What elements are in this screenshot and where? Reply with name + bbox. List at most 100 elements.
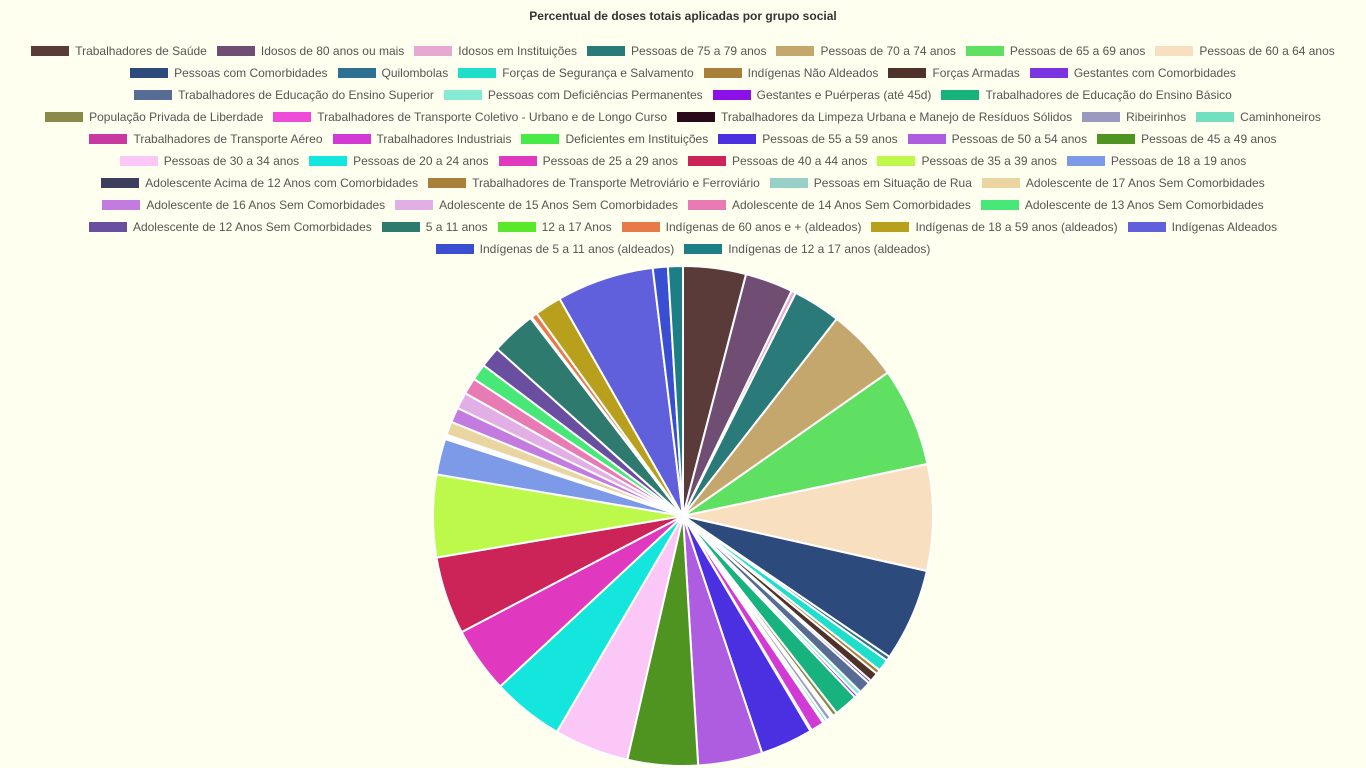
legend-label: Trabalhadores de Transporte Aéreo [133,132,323,146]
legend-item[interactable]: Trabalhadores da Limpeza Urbana e Manejo… [677,110,1072,124]
legend-item[interactable]: Pessoas de 50 a 54 anos [907,132,1088,146]
chart-legend: Trabalhadores de Saúde Idosos de 80 anos … [0,40,1366,260]
legend-swatch [587,46,626,56]
legend-item[interactable]: Pessoas de 45 a 49 anos [1097,132,1277,146]
legend-swatch [1155,46,1194,56]
legend-item[interactable]: Pessoas de 18 a 19 anos [1066,154,1246,168]
legend-label: Pessoas com Deficiências Permanentes [487,88,703,102]
legend-item[interactable]: Pessoas de 35 a 39 anos [877,154,1057,168]
legend-item[interactable]: População Privada de Liberdade [45,110,263,124]
legend-item[interactable]: Trabalhadores Industriais [332,132,512,146]
legend-label: Deficientes em Instituições [565,132,709,146]
legend-item[interactable]: Pessoas de 65 a 69 anos [965,44,1146,58]
legend-label: Adolescente Acima de 12 Anos com Comorbi… [145,176,419,190]
legend-row: População Privada de Liberdade Trabalhado… [0,106,1366,128]
legend-swatch [435,244,474,254]
legend-item[interactable]: Pessoas de 60 a 64 anos [1155,44,1335,58]
legend-swatch [981,178,1020,188]
pie-slice[interactable]: Indígenas de 12 a 17 anos (aldeados) [666,264,684,517]
legend-item[interactable]: Idosos em Instituições [414,44,577,58]
legend-item[interactable]: Forças de Segurança e Salvamento [458,66,694,80]
legend-swatch [497,222,536,232]
legend-label: Pessoas de 50 a 54 anos [951,132,1088,146]
legend-swatch [273,112,312,122]
legend-item[interactable]: Adolescente de 16 Anos Sem Comorbidades [102,198,385,212]
legend-item[interactable]: Pessoas de 70 a 74 anos [776,44,956,58]
legend-item[interactable]: 5 a 11 anos [381,220,488,234]
legend-swatch [428,178,467,188]
legend-swatch [45,112,84,122]
pie-slice[interactable]: Pessoas de 60 a 64 anos [682,462,934,573]
legend-item[interactable]: Indígenas de 12 a 17 anos (aldeados) [684,242,930,256]
legend-label: Trabalhadores Industriais [376,132,512,146]
legend-item[interactable]: Idosos de 80 anos ou mais [216,44,404,58]
legend-item[interactable]: Adolescente de 12 Anos Sem Comorbidades [88,220,372,234]
legend-item[interactable]: Pessoas de 40 a 44 anos [688,154,867,168]
legend-item[interactable]: Trabalhadores de Transporte Metroviário … [428,176,760,190]
legend-item[interactable]: Adolescente de 13 Anos Sem Comorbidades [980,198,1264,212]
legend-item[interactable]: 12 a 17 Anos [497,220,612,234]
legend-item[interactable]: Pessoas de 20 a 24 anos [309,154,489,168]
legend-label: Pessoas de 40 a 44 anos [732,154,868,168]
legend-item[interactable]: Adolescente de 17 Anos Sem Comorbidades [981,176,1265,190]
legend-item[interactable]: Caminhoneiros [1196,110,1321,124]
legend-item[interactable]: Pessoas de 55 a 59 anos [718,132,898,146]
legend-item[interactable]: Adolescente de 15 Anos Sem Comorbidades [395,198,678,212]
legend-swatch [332,134,371,144]
legend-swatch [89,134,128,144]
legend-item[interactable]: Pessoas de 25 a 29 anos [498,154,678,168]
legend-label: Pessoas de 30 a 34 anos [163,154,300,168]
legend-item[interactable]: Pessoas de 75 a 79 anos [587,44,766,58]
legend-item[interactable]: Indígenas de 60 anos e + (aldeados) [621,220,861,234]
legend-swatch [130,68,169,78]
legend-item[interactable]: Deficientes em Instituições [521,132,708,146]
legend-item[interactable]: Indígenas de 18 a 59 anos (aldeados) [871,220,1118,234]
legend-swatch [1066,156,1105,166]
legend-item[interactable]: Forças Armadas [888,66,1020,80]
legend-label: Indígenas de 12 a 17 anos (aldeados) [728,242,931,256]
legend-swatch [337,68,376,78]
legend-row: Trabalhadores de Saúde Idosos de 80 anos … [0,40,1366,62]
legend-item[interactable]: Trabalhadores de Saúde [31,44,207,58]
legend-item[interactable]: Indígenas de 5 a 11 anos (aldeados) [435,242,674,256]
legend-label: Pessoas com Comorbidades [174,66,328,80]
legend-label: Idosos em Instituições [458,44,578,58]
legend-item[interactable]: Gestantes e Puérperas (até 45d) [712,88,931,102]
legend-item[interactable]: Gestantes com Comorbidades [1029,66,1236,80]
legend-swatch [88,222,127,232]
legend-label: Pessoas de 45 a 49 anos [1141,132,1277,146]
legend-swatch [101,178,140,188]
legend-item[interactable]: Pessoas em Situação de Rua [769,176,972,190]
legend-label: Pessoas em Situação de Rua [813,176,972,190]
legend-swatch [718,134,757,144]
legend-label: Adolescente de 14 Anos Sem Comorbidades [732,198,971,212]
legend-label: Pessoas de 20 a 24 anos [353,154,489,168]
legend-item[interactable]: Pessoas de 30 a 34 anos [119,154,300,168]
legend-label: Pessoas de 65 a 69 anos [1009,44,1146,58]
legend-item[interactable]: Indígenas Aldeados [1127,220,1277,234]
legend-item[interactable]: Trabalhadores de Educação do Ensino Supe… [134,88,434,102]
legend-item[interactable]: Pessoas com Comorbidades [130,66,328,80]
legend-row: Trabalhadores de Transporte Aéreo Trabalh… [0,128,1366,150]
legend-swatch [1127,222,1166,232]
legend-swatch [907,134,946,144]
legend-label: Trabalhadores da Limpeza Urbana e Manejo… [721,110,1073,124]
legend-swatch [119,156,158,166]
legend-item[interactable]: Adolescente de 14 Anos Sem Comorbidades [688,198,971,212]
legend-swatch [381,222,420,232]
legend-item[interactable]: Trabalhadores de Transporte Aéreo [89,132,323,146]
legend-row: Trabalhadores de Educação do Ensino Supe… [0,84,1366,106]
legend-item[interactable]: Indígenas Não Aldeados [703,66,878,80]
legend-label: Gestantes com Comorbidades [1073,66,1236,80]
legend-label: Pessoas de 25 a 29 anos [542,154,678,168]
legend-item[interactable]: Trabalhadores de Educação do Ensino Bási… [941,88,1232,102]
legend-label: Pessoas de 75 a 79 anos [631,44,767,58]
legend-item[interactable]: Ribeirinhos [1082,110,1186,124]
legend-item[interactable]: Pessoas com Deficiências Permanentes [443,88,703,102]
legend-label: Pessoas de 70 a 74 anos [820,44,956,58]
legend-swatch [684,244,723,254]
legend-item[interactable]: Adolescente Acima de 12 Anos com Comorbi… [101,176,418,190]
legend-swatch [980,200,1019,210]
legend-item[interactable]: Quilombolas [337,66,448,80]
legend-item[interactable]: Trabalhadores de Transporte Coletivo - U… [273,110,667,124]
